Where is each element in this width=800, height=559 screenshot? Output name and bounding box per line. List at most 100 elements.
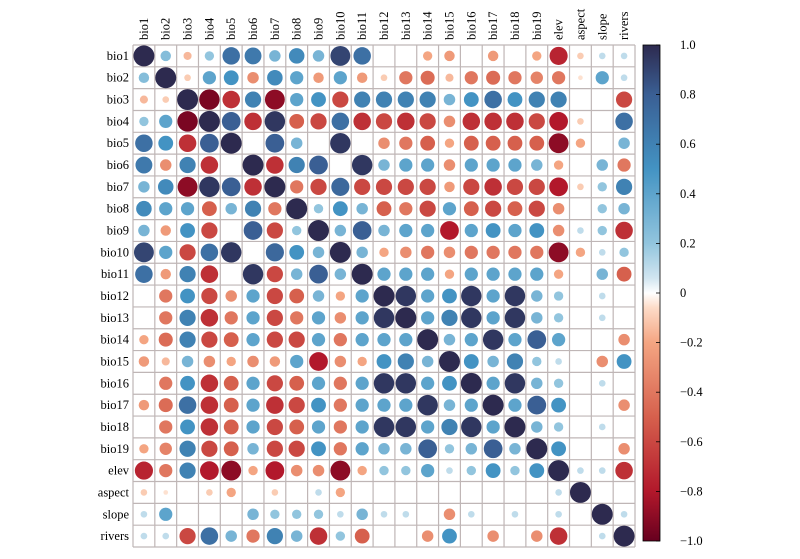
corr-cell-bio14-bio18 <box>508 333 522 347</box>
corr-cell-bio7-bio18 <box>506 178 524 195</box>
corr-cell-bio13-bio15 <box>441 309 458 326</box>
corr-cell-bio12-bio14 <box>421 289 435 303</box>
corr-cell-bio2-bio2 <box>155 67 177 89</box>
corr-cell-bio4-bio5 <box>221 112 241 131</box>
corr-cell-bio6-bio12 <box>378 159 390 171</box>
corr-cell-bio5-bio17 <box>485 135 501 151</box>
corr-cell-bio13-bio9 <box>311 311 326 325</box>
corr-cell-bio16-bio10 <box>333 376 347 390</box>
corr-cell-bio4-bio10 <box>331 112 350 131</box>
corr-cell-bio4-bio4 <box>198 110 220 132</box>
corr-cell-slope-bio2 <box>159 507 173 521</box>
corr-cell-bio19-bio3 <box>179 440 196 457</box>
corr-cell-bio15-slope <box>596 355 608 368</box>
corr-cell-bio16-bio6 <box>246 376 260 390</box>
corr-cell-bio18-bio19 <box>531 421 543 433</box>
corr-cell-bio8-bio11 <box>356 202 368 215</box>
corr-cell-elev-rivers <box>615 461 633 480</box>
plot-area <box>132 44 636 548</box>
corr-cell-bio2-bio12 <box>380 74 388 82</box>
corr-cell-bio8-bio7 <box>268 202 282 216</box>
corr-cell-bio4-bio19 <box>528 113 545 130</box>
corr-cell-bio13-bio5 <box>224 311 238 325</box>
corr-cell-bio10-bio10 <box>329 241 351 263</box>
corr-cell-bio12-bio9 <box>312 290 325 302</box>
corr-cell-bio5-bio7 <box>265 133 285 153</box>
corr-cell-bio16-bio7 <box>266 375 283 392</box>
corr-cell-bio15-rivers <box>616 354 632 369</box>
corr-cell-bio16-bio15 <box>442 375 457 391</box>
row-label-bio15: bio15 <box>101 354 129 368</box>
corr-cell-bio4-bio2 <box>159 114 173 129</box>
corr-cell-aspect-bio5 <box>226 487 236 498</box>
corr-cell-bio12-bio3 <box>180 288 195 304</box>
corr-cell-bio5-bio4 <box>200 133 219 153</box>
corr-cell-bio4-aspect <box>577 118 584 125</box>
corr-cell-bio18-bio17 <box>486 420 500 434</box>
corr-cell-bio4-bio14 <box>419 113 436 130</box>
corr-cell-bio6-bio16 <box>464 158 478 172</box>
corr-cell-bio15-bio14 <box>421 355 434 368</box>
corr-cell-bio16-bio16 <box>460 372 482 394</box>
row-label-bio19: bio19 <box>101 442 129 456</box>
corr-cell-bio18-bio10 <box>333 420 347 434</box>
corr-cell-bio12-bio8 <box>289 288 305 304</box>
corr-cell-bio18-bio7 <box>266 418 283 436</box>
corr-cell-bio14-bio11 <box>355 333 369 347</box>
corr-cell-bio19-elev <box>551 441 567 457</box>
corr-cell-elev-bio12 <box>379 465 389 476</box>
col-label-rivers: rivers <box>617 11 631 40</box>
row-label-bio6: bio6 <box>107 158 129 172</box>
col-label-bio6: bio6 <box>246 18 260 40</box>
corr-cell-bio18-elev <box>553 422 564 432</box>
corr-cell-bio4-bio17 <box>484 112 502 131</box>
corr-cell-bio1-bio5 <box>222 47 240 65</box>
corr-cell-bio2-bio9 <box>313 72 324 83</box>
corr-cell-bio17-bio3 <box>178 396 197 414</box>
corr-cell-bio14-bio13 <box>399 333 413 347</box>
corr-cell-slope-bio10 <box>337 510 344 518</box>
row-label-rivers: rivers <box>101 529 130 543</box>
colorbar-tick-label: −0.6 <box>680 435 703 449</box>
corr-cell-rivers-bio10 <box>335 531 346 541</box>
corr-cell-bio8-bio2 <box>159 202 173 216</box>
corr-cell-bio9-bio16 <box>464 223 478 238</box>
corr-cell-slope-bio15 <box>443 508 456 520</box>
corr-cell-bio7-rivers <box>615 178 633 195</box>
corr-cell-bio2-elev <box>551 71 566 85</box>
row-label-bio3: bio3 <box>107 93 129 107</box>
corr-cell-bio7-bio6 <box>244 178 262 196</box>
corr-cell-elev-bio3 <box>179 462 196 479</box>
corr-cell-bio9-slope <box>597 225 607 236</box>
corr-cell-bio10-bio15 <box>443 246 456 259</box>
corr-cell-bio14-bio19 <box>527 330 547 350</box>
corr-cell-bio9-bio3 <box>180 223 195 238</box>
corr-cell-bio14-bio17 <box>482 329 504 350</box>
corr-cell-rivers-bio11 <box>354 528 370 544</box>
corr-cell-elev-elev <box>548 460 570 482</box>
corr-cell-bio15-bio13 <box>397 353 414 370</box>
corr-cell-bio6-bio6 <box>242 154 264 176</box>
row-label-bio4: bio4 <box>107 114 130 128</box>
corr-cell-bio1-bio9 <box>312 50 325 62</box>
corr-cell-bio10-bio12 <box>379 247 389 258</box>
corr-cell-rivers-bio15 <box>442 528 457 544</box>
corr-cell-bio8-bio10 <box>332 201 348 217</box>
corr-cell-bio3-bio4 <box>199 89 220 110</box>
corr-cell-bio17-bio7 <box>266 396 284 414</box>
corr-cell-bio12-bio5 <box>225 290 237 302</box>
corr-cell-bio7-bio10 <box>331 177 350 196</box>
corr-cell-bio18-slope <box>598 423 606 431</box>
corr-cell-bio9-bio8 <box>292 225 302 236</box>
corr-cell-bio13-bio3 <box>179 309 196 326</box>
corr-cell-bio10-elev <box>548 242 569 263</box>
corr-cell-bio16-bio18 <box>504 373 526 394</box>
corr-cell-bio11-bio19 <box>530 267 544 281</box>
corr-cell-bio5-aspect <box>575 138 586 148</box>
row-label-bio11: bio11 <box>101 267 129 281</box>
corr-cell-elev-bio1 <box>134 461 153 480</box>
corr-cell-bio15-bio19 <box>532 356 542 367</box>
corr-cell-bio7-aspect <box>577 183 584 191</box>
corr-cell-bio3-bio8 <box>290 92 304 107</box>
corr-cell-bio5-bio16 <box>463 135 479 151</box>
